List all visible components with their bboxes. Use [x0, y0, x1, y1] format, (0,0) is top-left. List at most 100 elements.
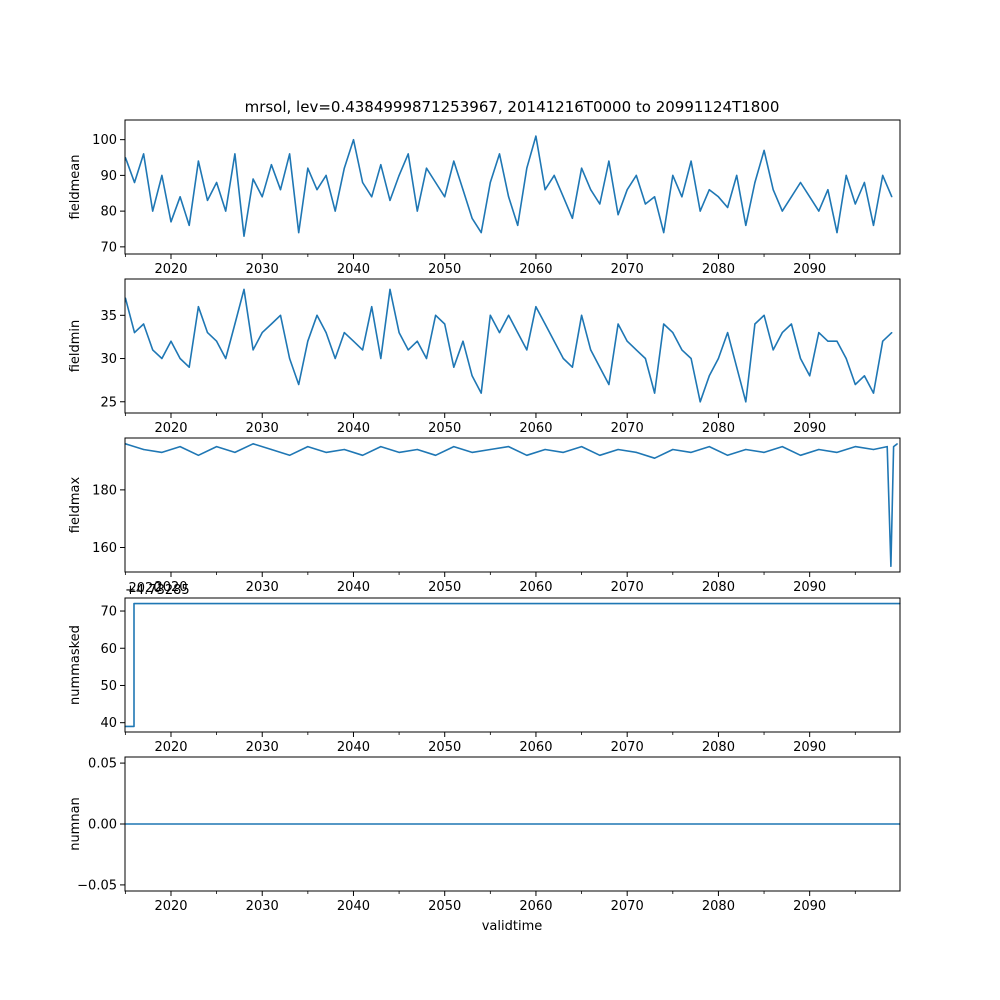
fieldmin-data-point: 31 [772, 349, 774, 351]
fieldmean-data-point: 88 [216, 181, 218, 184]
fieldmax-data-point: 194 [343, 448, 345, 451]
fieldmax-data-point: 195 [781, 446, 783, 448]
fieldmean-data-point: 96 [498, 153, 501, 155]
fieldmean-data-point: 92 [581, 167, 583, 169]
fieldmin-x-tick-label: 2080 [702, 421, 735, 436]
fieldmean-x-tick-label: 2050 [428, 262, 461, 277]
fieldmax-y-tick-label: 160 [92, 541, 117, 556]
fieldmean-data-point: 86 [772, 189, 774, 191]
fieldmax-data-point: 195 [380, 446, 382, 448]
fieldmax-data-point: 193 [325, 451, 327, 453]
panel-nummasked: 393972722020 2030 2040 2050 2060 2070 2080 2090… [68, 581, 901, 755]
fieldmean-data-point: 84 [508, 196, 510, 198]
fieldmin-data-point: 34 [234, 323, 236, 325]
fieldmin-data-point: 34 [270, 323, 272, 325]
fieldmean-data-point: 86 [544, 189, 546, 191]
nummasked-y-axis-label: nummasked [68, 625, 83, 705]
fieldmax-data-point: 192 [526, 454, 528, 456]
fieldmin-data-point: 35 [435, 314, 437, 316]
fieldmean-data-point: 90 [161, 174, 163, 176]
fieldmin-data-point: 30 [690, 357, 692, 360]
fieldmean-data-point: 88 [133, 181, 136, 184]
fieldmean-data-point: 84 [790, 196, 793, 198]
fieldmean-data-point: 100 [352, 139, 355, 141]
fieldmean-data-point: 101 [535, 135, 537, 137]
nummasked-x-tick-label: 2080 [702, 740, 735, 755]
fieldmax-data-point: 196 [252, 443, 254, 445]
fieldmax-data-point: 191 [654, 457, 656, 459]
fieldmax-x-tick-label: 2050 [428, 580, 461, 595]
fieldmin-x-tick-label: 2090 [793, 421, 826, 436]
fieldmean-data-point: 84 [179, 196, 181, 198]
fieldmax-data-point: 194 [270, 448, 272, 451]
fieldmin-data-point: 29 [736, 366, 738, 368]
fieldmax-data-point: 194 [544, 448, 546, 451]
fieldmax-x-tick-label: 2080 [702, 580, 735, 595]
fieldmean-y-tick-label: 100 [92, 133, 117, 148]
fieldmean-data-point: 88 [435, 181, 437, 184]
fieldmin-data-point: 34 [663, 323, 665, 325]
fieldmin-data-point: 29 [188, 366, 190, 368]
fieldmin-data-point: 28 [471, 375, 473, 377]
fieldmin-data-point: 29 [571, 366, 574, 368]
fieldmin-x-tick-label: 2020 [154, 421, 187, 436]
fieldmin-data-point: 32 [827, 340, 829, 342]
fieldmean-data-point: 80 [699, 210, 701, 212]
fieldmean-data-point: 92 [425, 167, 428, 169]
fieldmin-x-tick-label: 2040 [337, 421, 370, 436]
fieldmax-data-point: 195 [508, 446, 510, 448]
fieldmean-data-point: 93 [270, 164, 272, 166]
fieldmax-data-point: 194 [872, 448, 875, 451]
fieldmax-x-tick-label: 2030 [246, 580, 279, 595]
x-axis-label: validtime [482, 919, 543, 934]
fieldmin-data-point: 34 [143, 323, 145, 325]
fieldmax-data-point: 194 [617, 448, 619, 451]
numnan-x-tick-label: 2090 [793, 899, 826, 914]
fieldmax-data-point: 195 [581, 446, 583, 448]
fieldmean-data-point: 90 [736, 174, 738, 176]
fieldmin-data-point: 31 [252, 349, 254, 351]
fieldmean-data-point: 96 [234, 153, 236, 155]
fieldmean-data-point: 86 [462, 189, 464, 191]
panel-fieldmean: 9588968090778476948388809673898493869674… [68, 119, 901, 277]
fieldmin-x-tick-label: 2030 [246, 421, 279, 436]
fieldmax-data-point: 192 [799, 454, 802, 456]
nummasked-axes-frame [124, 597, 901, 733]
fieldmin-data-point: 33 [517, 332, 519, 334]
numnan-x-tick-label: 2060 [519, 899, 552, 914]
fieldmin-data-point: 32 [882, 340, 884, 342]
fieldmean-data-point: 86 [279, 189, 282, 191]
fieldmean-data-point: 88 [362, 181, 364, 184]
fieldmax-data-point: 192 [197, 454, 199, 456]
fieldmean-data-point: 90 [398, 174, 400, 176]
fieldmean-data-point: 90 [325, 174, 327, 176]
fieldmin-x-tick-label: 2050 [428, 421, 461, 436]
fieldmean-data-point: 92 [526, 167, 528, 169]
fieldmean-data-point: 73 [243, 235, 245, 237]
fieldmax-data-point: 192 [362, 454, 364, 456]
fieldmax-data-point: 196 [896, 443, 898, 445]
fieldmean-data-point: 79 [617, 214, 619, 216]
fieldmean-data-point: 80 [152, 210, 154, 212]
fieldmean-data-point: 76 [188, 224, 190, 226]
fieldmin-data-point: 32 [352, 340, 355, 342]
fieldmin-data-point: 31 [152, 349, 154, 351]
nummasked-x-tick-label: 2090 [793, 740, 826, 755]
fieldmean-y-tick-label: 90 [100, 169, 117, 184]
fieldmean-data-point: 90 [882, 174, 884, 176]
fieldmax-data-point: 194 [818, 448, 820, 451]
fieldmin-data-point: 30 [717, 357, 720, 360]
fieldmax-data-point: 195 [453, 446, 455, 448]
numnan-y-tick-label: 0.00 [88, 818, 117, 833]
numnan-x-tick-label: 2070 [611, 899, 644, 914]
fieldmean-data-point: 78 [471, 217, 473, 219]
fieldmean-axes-frame [124, 119, 901, 255]
numnan-y-axis-label: numnan [68, 797, 83, 851]
fieldmin-data-point: 35 [489, 314, 491, 316]
nummasked-y-tick-label: 40 [100, 716, 117, 731]
fieldmean-data-point: 90 [845, 174, 847, 176]
fieldmean-data-point: 88 [799, 181, 802, 184]
fieldmin-data-point: 34 [617, 323, 619, 325]
